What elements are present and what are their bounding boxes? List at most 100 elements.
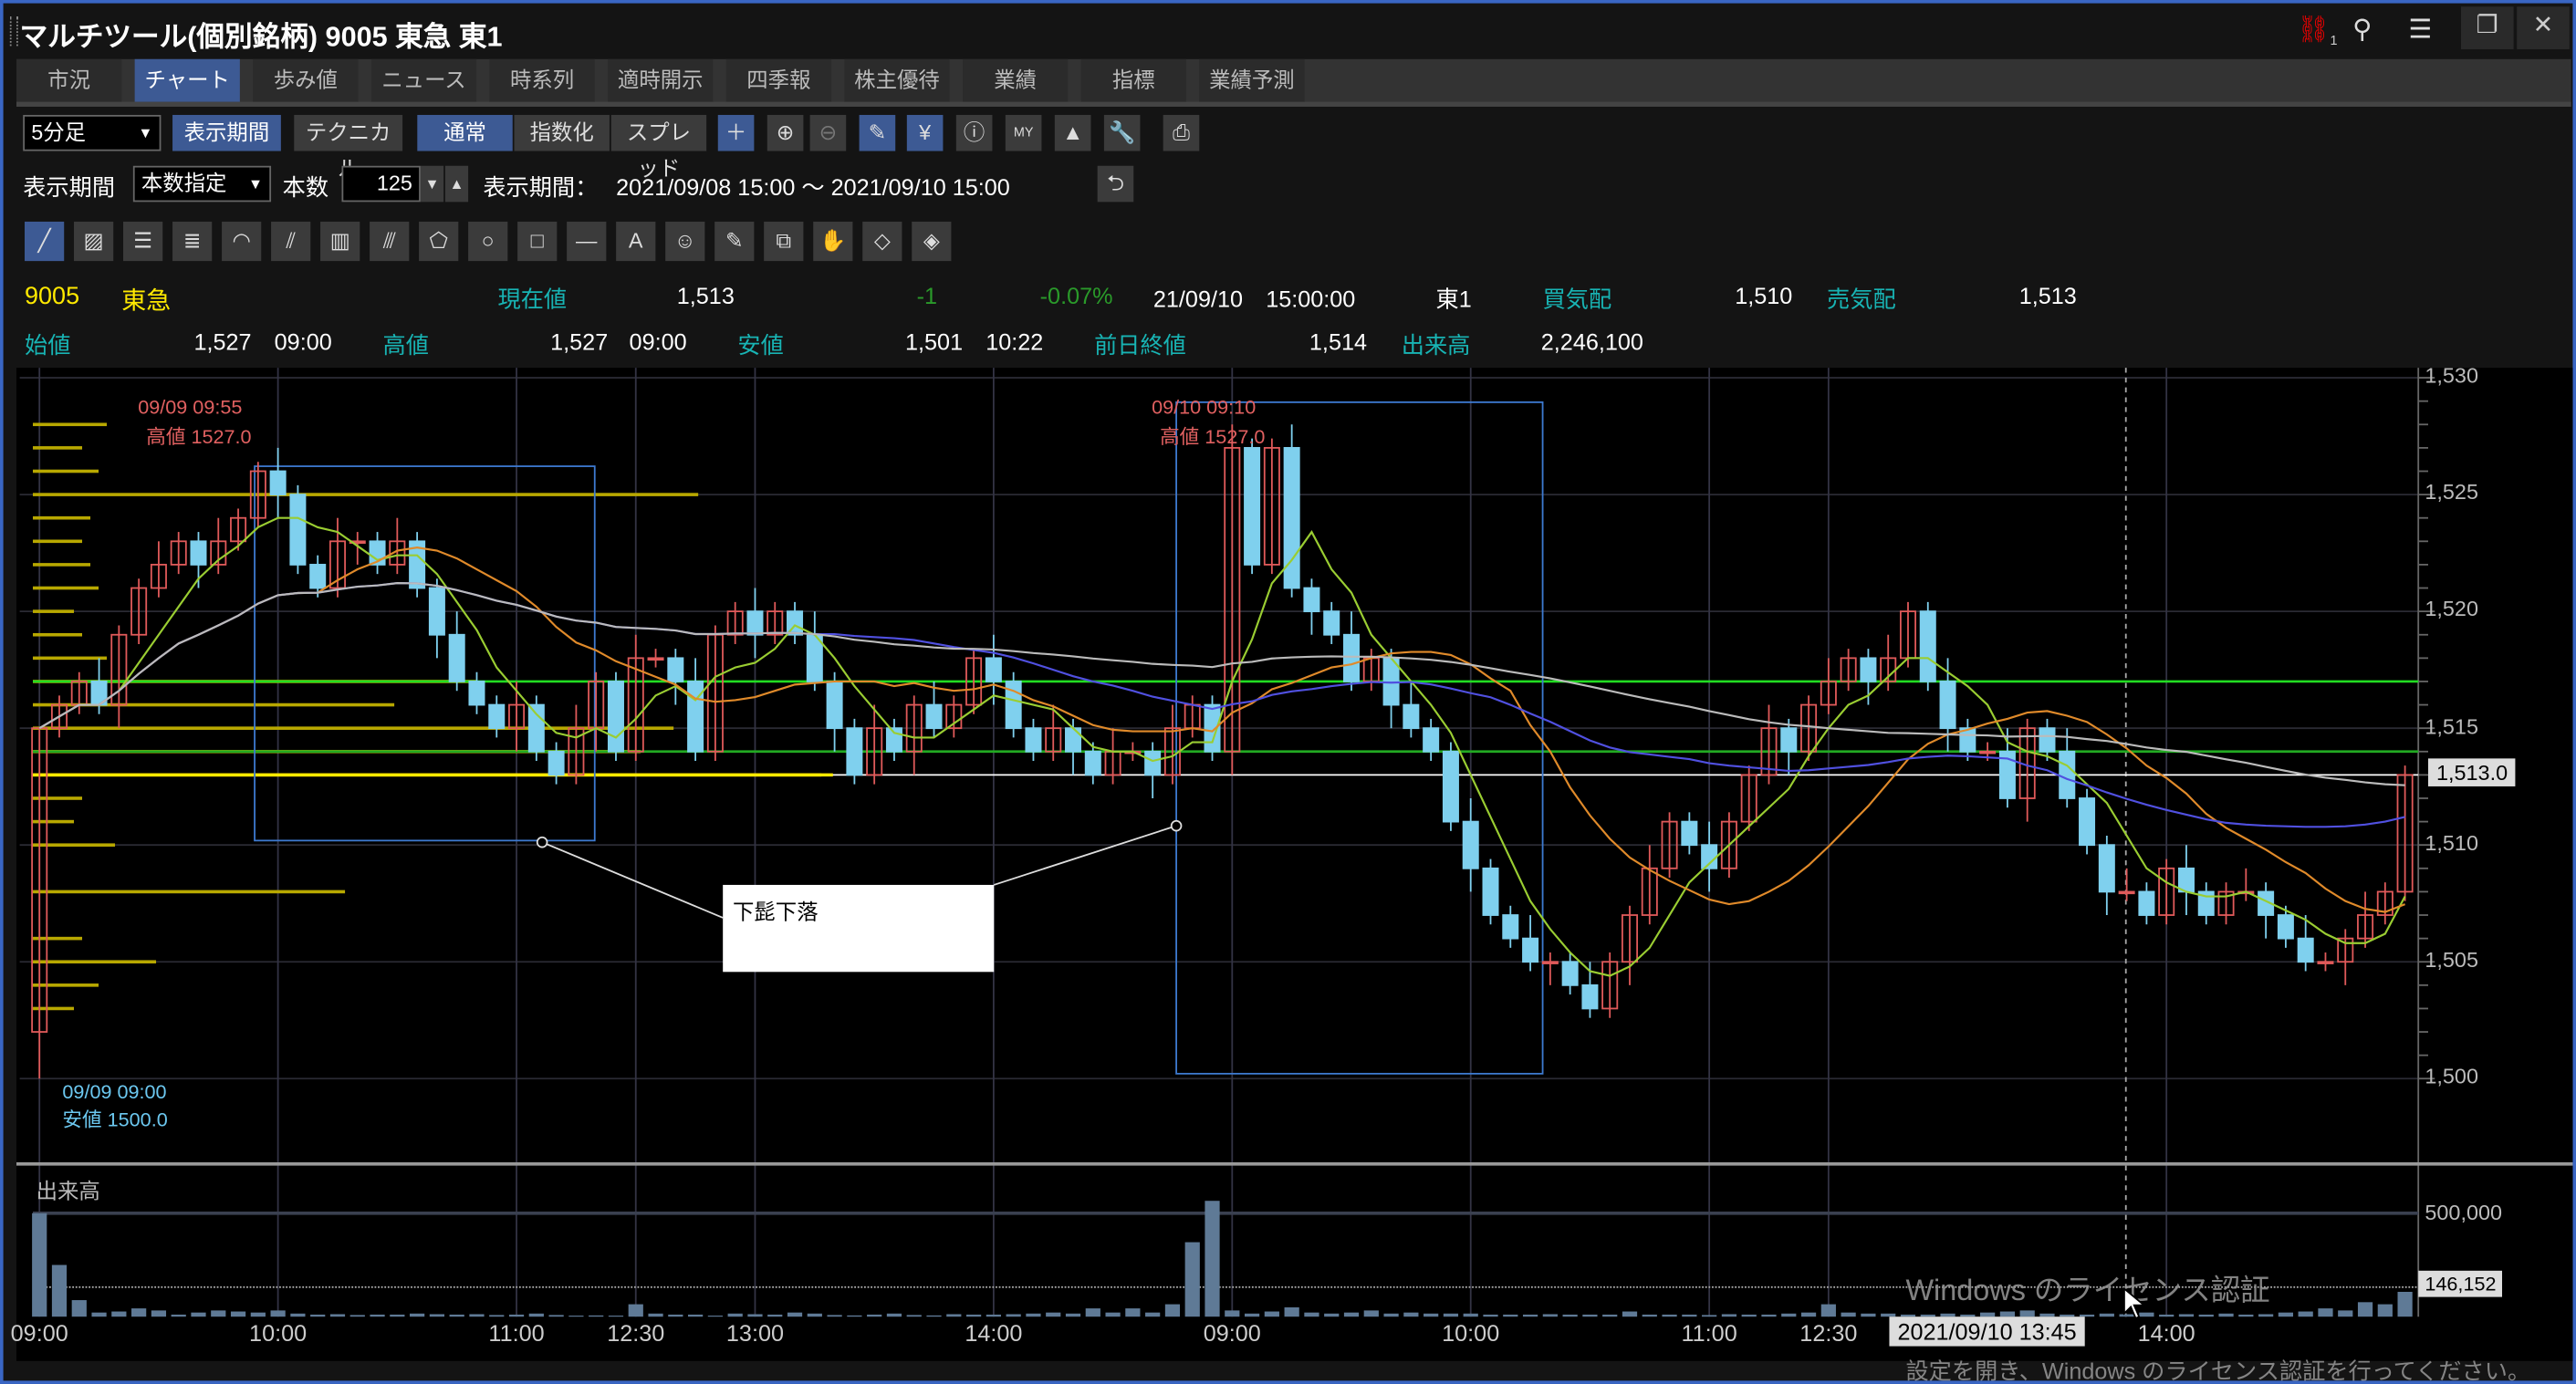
volume-bar [807, 1313, 822, 1317]
pitchfork-tool-icon[interactable]: ⫻ [370, 221, 410, 262]
count-input[interactable]: 125 [341, 165, 421, 203]
volume-bar [2338, 1310, 2353, 1317]
tab-2[interactable]: 歩み値 [253, 58, 359, 102]
normal-button[interactable]: 通常 [417, 114, 513, 151]
candle-body [1681, 820, 1698, 847]
my-chart-icon[interactable]: MY [1005, 114, 1042, 151]
reset-range-icon[interactable]: ⮌ [1097, 165, 1134, 203]
link-icon[interactable]: ⛓1 [2296, 16, 2338, 48]
pencil-icon[interactable]: ✎ [859, 114, 896, 151]
stamp-tool-icon[interactable]: ✎ [714, 221, 755, 262]
volume-bar [2218, 1313, 2234, 1317]
trendline-tool-icon[interactable]: ╱ [25, 221, 65, 262]
crosshair-icon[interactable]: ＋ [717, 114, 755, 151]
area-chart-icon[interactable]: ▲ [1054, 114, 1091, 151]
volume-bar [1403, 1312, 1419, 1317]
candle-body [1939, 681, 1956, 730]
candle-body [627, 657, 644, 753]
multi-lines-tool-icon[interactable]: ≣ [172, 221, 213, 262]
search-icon[interactable]: ⚲ [2352, 16, 2373, 45]
candle-body [130, 587, 148, 636]
text-tool-icon[interactable]: A [616, 221, 656, 262]
tab-5[interactable]: 適時開示 [608, 58, 714, 102]
info-icon[interactable]: ⓘ [955, 114, 993, 151]
tab-8[interactable]: 業績 [963, 58, 1069, 102]
interval-select[interactable]: 5分足 ▼ [23, 114, 162, 151]
ask-value: 1,513 [2018, 282, 2077, 309]
volume-value: 2,246,100 [1540, 328, 1643, 355]
menu-icon[interactable]: ☰ [2408, 16, 2433, 45]
ruler-tool-icon[interactable]: ▨ [74, 221, 114, 262]
volume-bar [1721, 1314, 1737, 1317]
close-icon[interactable]: ✕ [2517, 6, 2570, 49]
period-mode-select[interactable]: 本数指定 ▼ [132, 165, 272, 203]
candle-body [1303, 587, 1320, 613]
annotation-high-1-text: 高値 1527.0 [146, 425, 252, 449]
ask-label: 売気配 [1827, 286, 1896, 312]
print-icon[interactable]: ⎙ [1163, 114, 1200, 151]
fibonacci-arc-tool-icon[interactable]: ◠ [222, 221, 262, 262]
ma-very-long-line [38, 582, 2405, 786]
tab-0[interactable]: 市況 [16, 58, 122, 102]
volume-bar [2377, 1304, 2393, 1317]
range-value: 2021/09/08 15:00 ～ 2021/09/10 15:00 [616, 173, 1010, 201]
parallel-lines-tool-icon[interactable]: ☰ [123, 221, 163, 262]
zoom-out-icon[interactable]: ⊖ [809, 114, 847, 151]
pentagon-tool-icon[interactable]: ⬠ [419, 221, 459, 262]
candle-body [1740, 774, 1757, 823]
candle-body [607, 681, 624, 753]
tab-10[interactable]: 業績予測 [1199, 58, 1305, 102]
count-down-icon[interactable]: ▼ [420, 165, 444, 203]
yen-icon[interactable]: ¥ [906, 114, 944, 151]
spread-button[interactable]: スプレッド [610, 114, 707, 181]
volume-bar [1424, 1313, 1439, 1317]
count-up-icon[interactable]: ▲ [444, 165, 469, 203]
vertical-lines-tool-icon[interactable]: ▥ [320, 221, 360, 262]
volume-bar [2139, 1312, 2154, 1317]
period-button[interactable]: 表示期間 [172, 114, 281, 151]
tab-9[interactable]: 指標 [1080, 58, 1186, 102]
volume-bar [1920, 1314, 1935, 1317]
annotation-high-2-time: 09/10 09:10 [1152, 395, 1257, 419]
tab-1[interactable]: チャート [134, 58, 240, 102]
candle-body [1840, 657, 1857, 682]
volume-bar [1026, 1313, 1041, 1317]
candle-body [1561, 961, 1579, 986]
zoom-in-icon[interactable]: ⊕ [767, 114, 804, 151]
horizontal-line-tool-icon[interactable]: — [567, 221, 607, 262]
drag-grip[interactable] [9, 16, 18, 47]
open-label: 始値 [25, 331, 71, 359]
index-button[interactable]: 指数化 [514, 114, 610, 151]
candle-body [1860, 657, 1877, 682]
tab-4[interactable]: 時系列 [489, 58, 595, 102]
y-tick-label: 1,530 [2425, 362, 2478, 388]
circle-tool-icon[interactable]: ○ [468, 221, 508, 262]
x-tick-label: 14:00 [2137, 1319, 2195, 1347]
eraser-all-tool-icon[interactable]: ◈ [912, 221, 952, 262]
volume-bar [1761, 1314, 1777, 1317]
x-tick-label: 14:00 [965, 1319, 1023, 1347]
candle-body [1204, 703, 1221, 753]
high-label: 高値 [382, 331, 429, 359]
wrench-icon[interactable]: 🔧 [1103, 114, 1141, 151]
volume-bar [1960, 1314, 1976, 1317]
volume-profile-bar [33, 539, 83, 544]
hand-tool-icon[interactable]: ✋ [813, 221, 853, 262]
candle-body [1581, 983, 1599, 1010]
rectangle-tool-icon[interactable]: □ [517, 221, 558, 262]
tab-3[interactable]: ニュース [370, 58, 477, 102]
tab-6[interactable]: 四季報 [725, 58, 832, 102]
tab-7[interactable]: 株主優待 [844, 58, 950, 102]
volume-profile-bar [33, 422, 108, 427]
technical-button[interactable]: テクニカル [294, 114, 403, 181]
volume-panel-label: 出来高 [36, 1179, 100, 1204]
candle-body [2079, 797, 2096, 847]
fan-tool-icon[interactable]: ⫽ [271, 221, 311, 262]
callout-note[interactable]: 下髭下落 [723, 884, 995, 973]
icon-tool-icon[interactable]: ☺ [665, 221, 705, 262]
eraser-tool-icon[interactable]: ◇ [862, 221, 902, 262]
copy-tool-icon[interactable]: ⧉ [764, 221, 804, 262]
candle-body [349, 540, 366, 545]
restore-icon[interactable]: ❐ [2460, 6, 2514, 49]
volume-bar [628, 1304, 643, 1317]
